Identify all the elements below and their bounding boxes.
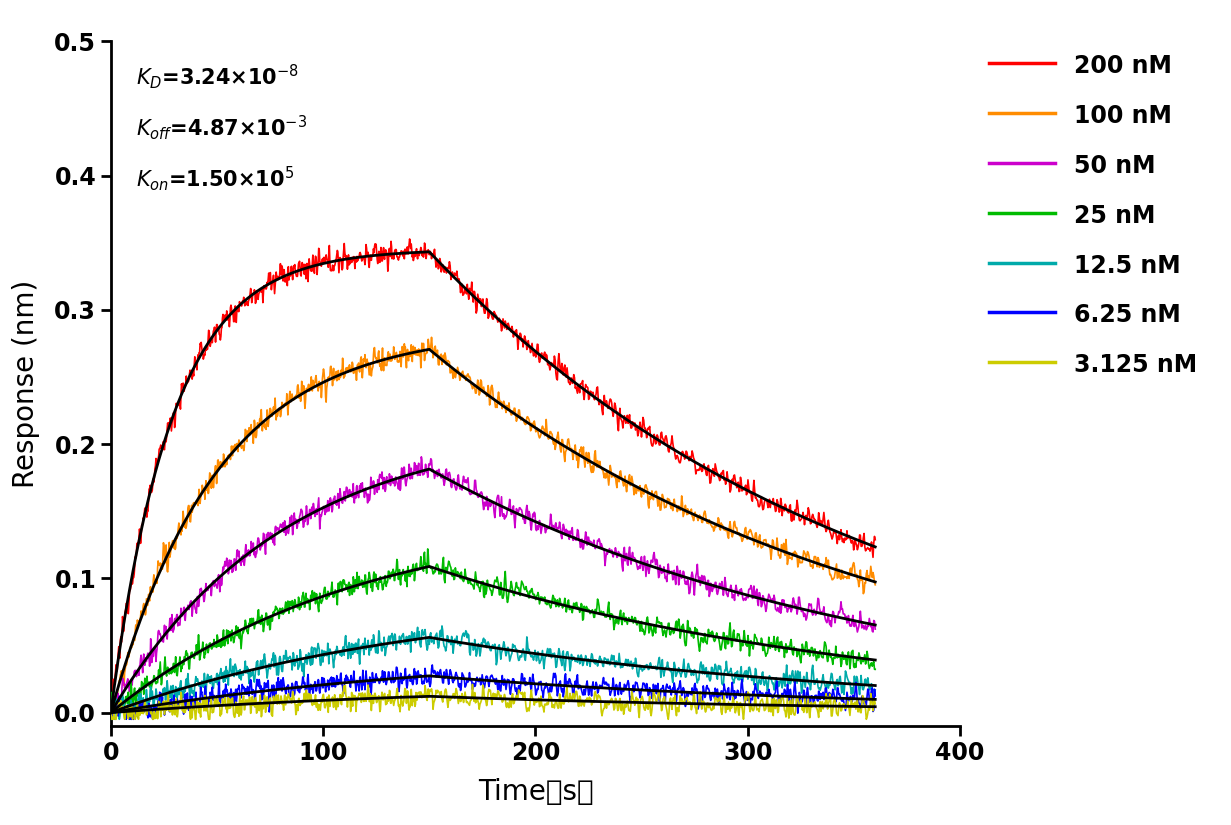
X-axis label: Time（s）: Time（s） [478,779,593,807]
Y-axis label: Response (nm): Response (nm) [12,280,41,488]
Legend: 200 nM, 100 nM, 50 nM, 25 nM, 12.5 nM, 6.25 nM, 3.125 nM: 200 nM, 100 nM, 50 nM, 25 nM, 12.5 nM, 6… [988,53,1197,377]
Text: $K_D$=3.24×10$^{-8}$
$K_{off}$=4.87×10$^{-3}$
$K_{on}$=1.50×10$^{5}$: $K_D$=3.24×10$^{-8}$ $K_{off}$=4.87×10$^… [137,62,308,193]
